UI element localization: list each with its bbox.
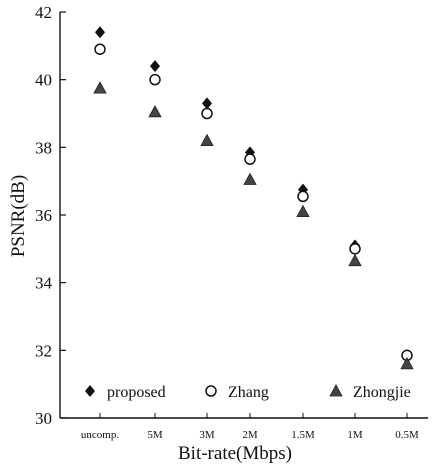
y-tick-label: 36	[35, 206, 52, 225]
legend: proposed Zhang Zhongjie	[85, 384, 411, 401]
y-tick-label: 42	[35, 3, 52, 22]
data-point-circle-open	[149, 73, 161, 86]
x-tick-label: 3M	[199, 429, 215, 441]
legend-marker-circle-open	[205, 385, 217, 397]
legend-label: Zhang	[228, 384, 269, 401]
x-tick-label: uncomp.	[81, 429, 119, 441]
chart-axes	[59, 12, 428, 419]
y-axis-label: PSNR(dB)	[8, 175, 29, 257]
data-point-diamond	[150, 60, 160, 73]
y-tick-label: 32	[35, 341, 52, 360]
x-tick-label: 2M	[242, 429, 258, 441]
data-point-diamond	[202, 97, 212, 110]
y-axis-ticks: 30 32 34 36 38 40 42	[35, 3, 66, 428]
data-point-triangle	[243, 172, 257, 185]
x-axis-label: Bit-rate(Mbps)	[178, 443, 292, 464]
data-point-triangle	[148, 104, 162, 118]
x-tick-label: 1.5M	[291, 429, 315, 441]
data-point-circle-open	[349, 243, 361, 255]
y-tick-label: 30	[35, 409, 52, 428]
data-point-triangle	[400, 357, 414, 370]
data-point-triangle	[348, 253, 362, 267]
data-point-triangle	[296, 204, 310, 218]
data-point-circle-open	[297, 190, 309, 203]
legend-label: Zhongjie	[353, 384, 411, 401]
data-point-circle-open	[94, 43, 106, 55]
y-tick-label: 38	[35, 138, 52, 157]
legend-label: proposed	[107, 384, 166, 401]
x-tick-label: 5M	[147, 429, 163, 441]
y-tick-label: 34	[35, 274, 53, 293]
y-tick-label: 40	[35, 71, 52, 90]
data-points	[93, 26, 414, 370]
data-point-circle-open	[201, 107, 213, 120]
legend-marker-triangle	[329, 384, 343, 397]
data-point-circle-open	[244, 153, 256, 165]
data-point-triangle	[93, 81, 107, 94]
legend-marker-diamond	[85, 385, 95, 397]
data-point-diamond	[95, 26, 105, 39]
x-tick-label: 1M	[347, 429, 363, 441]
x-tick-label: 0.5M	[395, 429, 419, 441]
x-axis-ticks: uncomp. 5M 3M 2M 1.5M 1M 0.5M	[81, 413, 419, 441]
data-point-triangle	[200, 133, 214, 146]
